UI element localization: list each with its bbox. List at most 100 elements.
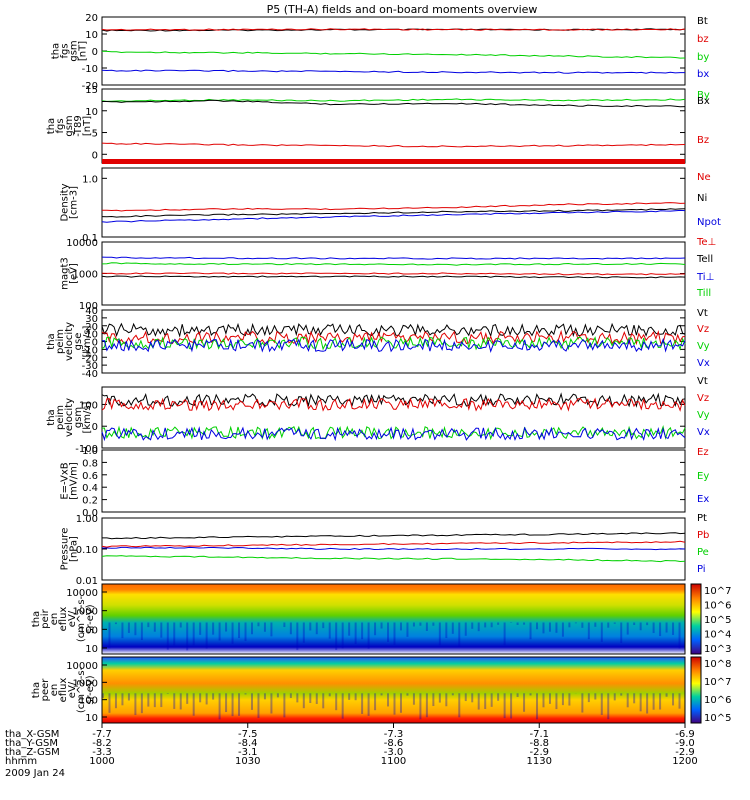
y-axis-label: en — [49, 613, 60, 626]
noise-stripe — [186, 693, 189, 704]
noise-stripe — [341, 622, 344, 649]
y-tick-label: 10 — [85, 330, 98, 341]
series-Pt — [102, 532, 686, 540]
noise-stripe — [497, 622, 500, 625]
x-tick-label: -7.7 — [92, 729, 112, 740]
series-By — [101, 98, 686, 102]
legend-Vx: Vx — [697, 358, 710, 369]
y-tick-label: 100 — [79, 696, 98, 707]
noise-stripe — [432, 622, 435, 626]
noise-stripe — [412, 622, 415, 627]
noise-stripe — [425, 693, 428, 718]
noise-stripe — [315, 693, 318, 704]
noise-stripe — [250, 622, 253, 635]
noise-stripe — [367, 693, 370, 716]
legend-Npot: Npot — [697, 217, 721, 228]
legend-bx: bx — [697, 69, 709, 80]
legend-Bt: Bt — [697, 16, 708, 27]
noise-stripe — [633, 693, 636, 704]
noise-stripe — [561, 693, 564, 706]
y-axis-label: eflux — [58, 678, 69, 703]
spectrogram-peer: 10000 1000 100 10 thapeerenefluxeV/(cm^2-s-s… — [31, 656, 731, 724]
series-Te⊥ — [101, 272, 685, 276]
noise-stripe — [102, 693, 104, 699]
noise-stripe — [548, 693, 551, 704]
noise-stripe — [328, 693, 331, 697]
legend-Vx: Vx — [697, 427, 710, 438]
x-tick-label: -8.8 — [529, 738, 549, 749]
noise-stripe — [458, 693, 461, 718]
noise-stripe — [225, 622, 228, 632]
y-axis-label: peer — [40, 678, 51, 702]
y-tick-label: 1.0 — [82, 174, 98, 185]
series-Bz — [101, 142, 686, 148]
noise-stripe — [186, 622, 189, 651]
y-axis-label: [km/s] — [82, 325, 93, 357]
noise-stripe — [659, 693, 662, 710]
legend-Vt: Vt — [697, 308, 708, 319]
legend-Ni: Ni — [697, 193, 707, 204]
y-tick-label: -100 — [75, 444, 98, 455]
spectrograms: 10000100010010thapeirenefluxeV/(cm^2-s-s… — [31, 583, 731, 724]
colorbar-tick: 10^8 — [704, 659, 731, 670]
noise-stripe — [270, 622, 273, 637]
y-axis-label: en — [49, 684, 60, 697]
y-tick-label: 100 — [79, 301, 98, 312]
y-axis-label: [km/s] — [82, 401, 93, 433]
noise-stripe — [348, 622, 351, 636]
noise-stripe — [568, 693, 571, 706]
noise-stripe — [665, 693, 668, 697]
noise-stripe — [393, 622, 396, 645]
noise-stripe — [250, 693, 253, 710]
x-tick-label: -9.0 — [675, 738, 695, 749]
y-tick-label: 10000 — [66, 661, 98, 672]
noise-stripe — [380, 622, 383, 629]
y-axis-label: sr-eV) — [85, 604, 96, 633]
y-tick-label: 1000 — [73, 270, 98, 281]
noise-stripe — [419, 693, 422, 720]
noise-stripe — [665, 622, 668, 633]
noise-stripe — [438, 622, 441, 646]
panel-frame — [101, 16, 686, 86]
y-axis-label: (cm^2-s- — [76, 666, 87, 713]
noise-stripe — [464, 622, 467, 636]
noise-stripe — [179, 693, 182, 710]
noise-stripe — [354, 622, 357, 645]
noise-stripe — [594, 622, 597, 627]
panel-evxb: 1.00.8 0.60.4 0.20.0 E=-VxB[mV/m] Ez Ey Ex — [60, 446, 710, 519]
noise-stripe — [406, 693, 409, 696]
y-tick-label: 10 — [85, 107, 98, 118]
noise-stripe — [542, 693, 545, 708]
noise-stripe — [555, 622, 558, 633]
noise-stripe — [432, 693, 435, 707]
y-tick-label: -40 — [82, 369, 98, 380]
y-axis-label: eflux — [58, 607, 69, 632]
legend-Ex: Ex — [697, 494, 709, 505]
y-tick-label: -30 — [82, 361, 98, 372]
y-axis-label: tha — [46, 118, 57, 134]
noise-stripe — [620, 693, 623, 696]
noise-stripe — [244, 622, 247, 642]
noise-stripe — [458, 622, 461, 647]
noise-stripe — [516, 693, 519, 697]
legend-Ne: Ne — [697, 172, 711, 183]
series-Till — [101, 262, 686, 266]
y-axis-label: gse — [73, 333, 84, 351]
noise-stripe — [477, 622, 480, 632]
noise-stripe — [302, 622, 305, 643]
noise-stripe — [108, 693, 111, 713]
noise-stripe — [484, 622, 487, 628]
y-axis-label: peim — [55, 329, 66, 354]
x-tick-label: 1000 — [89, 756, 114, 767]
noise-stripe — [497, 693, 500, 701]
noise-stripe — [672, 622, 675, 635]
noise-stripe — [315, 622, 318, 635]
series-bx — [101, 69, 685, 74]
noise-stripe — [244, 693, 247, 695]
x-row-label: tha_X-GSM — [5, 729, 59, 740]
y-axis-label: [eV] — [69, 263, 80, 284]
y-tick-label: 15 — [85, 85, 98, 96]
noise-stripe — [646, 622, 649, 626]
legend-Pe: Pe — [697, 547, 709, 558]
